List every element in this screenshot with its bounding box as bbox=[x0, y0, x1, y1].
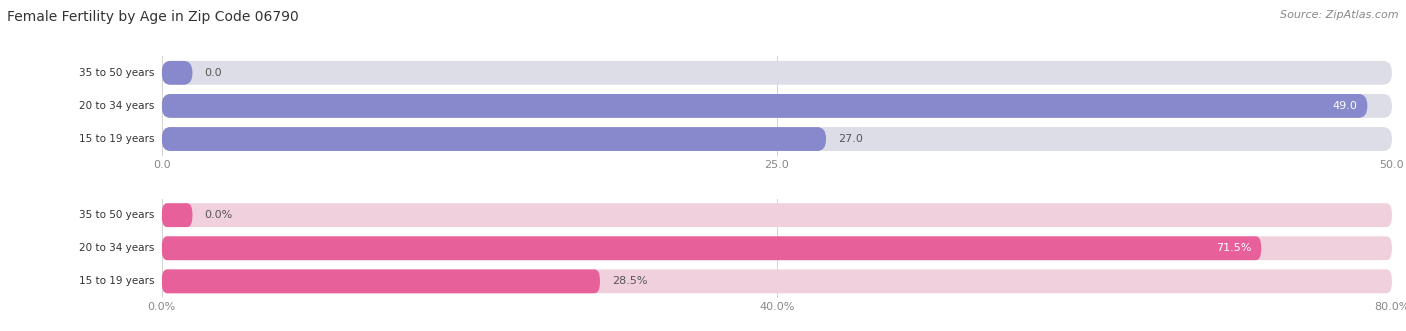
Text: 35 to 50 years: 35 to 50 years bbox=[79, 68, 155, 78]
FancyBboxPatch shape bbox=[162, 127, 827, 151]
FancyBboxPatch shape bbox=[162, 236, 1392, 260]
FancyBboxPatch shape bbox=[162, 94, 1367, 118]
FancyBboxPatch shape bbox=[162, 236, 1261, 260]
Text: 0.0: 0.0 bbox=[205, 68, 222, 78]
Text: 15 to 19 years: 15 to 19 years bbox=[79, 276, 155, 286]
Text: 49.0: 49.0 bbox=[1333, 101, 1358, 111]
Text: 35 to 50 years: 35 to 50 years bbox=[79, 210, 155, 220]
Text: 20 to 34 years: 20 to 34 years bbox=[79, 243, 155, 253]
Text: Female Fertility by Age in Zip Code 06790: Female Fertility by Age in Zip Code 0679… bbox=[7, 10, 299, 24]
FancyBboxPatch shape bbox=[162, 203, 193, 227]
Text: 28.5%: 28.5% bbox=[612, 276, 648, 286]
Text: 27.0: 27.0 bbox=[838, 134, 863, 144]
Text: 71.5%: 71.5% bbox=[1216, 243, 1251, 253]
FancyBboxPatch shape bbox=[162, 269, 600, 293]
Text: 0.0%: 0.0% bbox=[205, 210, 233, 220]
FancyBboxPatch shape bbox=[162, 127, 1392, 151]
FancyBboxPatch shape bbox=[162, 203, 1392, 227]
FancyBboxPatch shape bbox=[162, 61, 1392, 85]
Text: 20 to 34 years: 20 to 34 years bbox=[79, 101, 155, 111]
Text: 15 to 19 years: 15 to 19 years bbox=[79, 134, 155, 144]
Text: Source: ZipAtlas.com: Source: ZipAtlas.com bbox=[1281, 10, 1399, 20]
FancyBboxPatch shape bbox=[162, 94, 1392, 118]
FancyBboxPatch shape bbox=[162, 269, 1392, 293]
FancyBboxPatch shape bbox=[162, 61, 193, 85]
